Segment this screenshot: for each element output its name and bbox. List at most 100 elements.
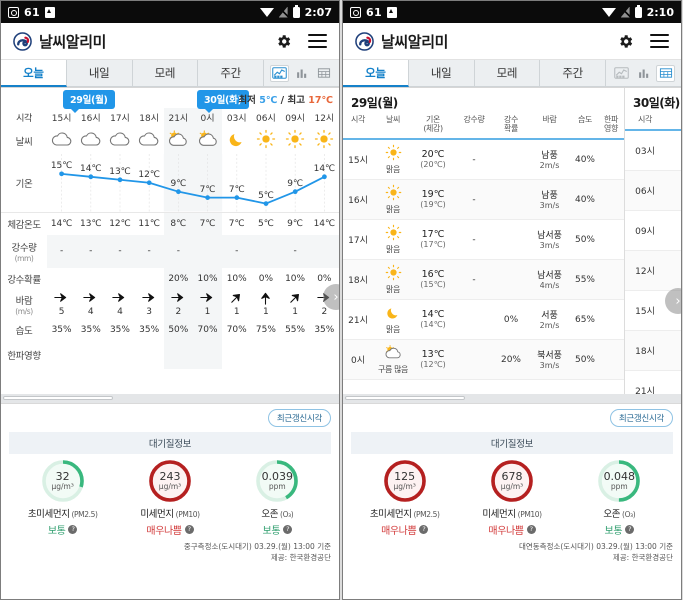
hour-cell: 0시 bbox=[192, 108, 223, 127]
tab-weekly[interactable]: 주간 bbox=[198, 60, 264, 87]
refresh-time-button[interactable]: 최근갱신시각 bbox=[609, 408, 673, 427]
air-quality-item[interactable]: 0.048 ppm 오존 (O₃) 보통 ? bbox=[566, 458, 673, 537]
weather-icon-cell bbox=[192, 127, 223, 154]
cell-time: 17시 bbox=[348, 236, 368, 247]
air-quality-code: (O₃) bbox=[620, 509, 636, 519]
table-side-row[interactable]: 03시 구름 많음 bbox=[625, 131, 681, 172]
air-quality-unit: µg/m³ bbox=[393, 481, 416, 491]
bar-view-icon[interactable] bbox=[634, 65, 653, 82]
table-side-row[interactable]: 15시 맑음 bbox=[625, 291, 681, 332]
table-side-row[interactable]: 06시 구름 많음 bbox=[625, 171, 681, 212]
wind-speed-value: 4 bbox=[117, 306, 123, 317]
header-temp: 기온 (체감) bbox=[413, 115, 453, 133]
status-bar-right-group: 2:07 bbox=[259, 4, 332, 19]
chevron-right-icon[interactable]: › bbox=[665, 288, 681, 314]
tab-weekly[interactable]: 주간 bbox=[540, 60, 606, 87]
feels-cell: 8℃ bbox=[163, 211, 193, 235]
temp-value: 17℃ bbox=[421, 229, 445, 241]
hour-cell: 15시 bbox=[51, 114, 72, 124]
chart-view-icon[interactable] bbox=[612, 65, 631, 82]
feels-cell: 5℃ bbox=[251, 211, 281, 235]
table-side-row[interactable]: 09시 흐림 bbox=[625, 211, 681, 252]
cell-humidity: 65% bbox=[574, 314, 595, 325]
table-row[interactable]: 18시 맑음 16℃ (15℃) - 남서풍 4m/s 55% bbox=[343, 260, 624, 301]
air-quality-code: (PM10) bbox=[173, 509, 200, 519]
horizontal-scrollbar-left[interactable] bbox=[1, 393, 339, 403]
hourly-table-view[interactable]: 29일(월) 시각 날씨 기온 (체감) 강수량 강수 확률 bbox=[343, 88, 681, 394]
table-side-row[interactable]: 12시 구름 많음 bbox=[625, 251, 681, 292]
hamburger-icon[interactable] bbox=[308, 34, 327, 48]
tab-tomorrow[interactable]: 내일 bbox=[408, 60, 475, 87]
wind-speed-value: 2 bbox=[175, 306, 182, 317]
header-pop-main: 강수 bbox=[504, 115, 518, 124]
app-title: 날씨알리미 bbox=[39, 32, 107, 51]
clear-night-icon bbox=[227, 134, 247, 152]
air-quality-item[interactable]: 125 µg/m³ 초미세먼지 (PM2.5) 매우나쁨 ? bbox=[351, 458, 458, 537]
help-icon[interactable]: ? bbox=[283, 524, 293, 534]
cell-side-time: 21시 bbox=[635, 387, 655, 394]
table-row[interactable]: 16시 맑음 19℃ (19℃) - 남풍 3m/s 40% bbox=[343, 180, 624, 221]
horizontal-scrollbar-right[interactable] bbox=[343, 393, 681, 403]
table-view-icon[interactable] bbox=[314, 65, 333, 82]
chart-view-icon[interactable] bbox=[270, 64, 289, 82]
table-view-icon[interactable] bbox=[656, 64, 675, 82]
gear-icon[interactable] bbox=[275, 33, 292, 50]
cell-wind: 북서풍 3m/s bbox=[527, 348, 572, 371]
help-icon[interactable]: ? bbox=[68, 524, 78, 534]
air-quality-item[interactable]: 32 µg/m³ 초미세먼지 (PM2.5) 보통 ? bbox=[9, 458, 116, 537]
header-wind: 바람 bbox=[542, 115, 557, 124]
air-quality-item[interactable]: 243 µg/m³ 미세먼지 (PM10) 매우나쁨 ? bbox=[116, 458, 223, 537]
status-bar-left-group: 61 bbox=[8, 6, 55, 19]
tab-today[interactable]: 오늘 bbox=[343, 60, 409, 87]
chevron-right-icon[interactable]: › bbox=[323, 284, 339, 310]
help-icon[interactable]: ? bbox=[184, 524, 194, 534]
pop-cell: 20% bbox=[163, 267, 193, 290]
tab-today[interactable]: 오늘 bbox=[1, 60, 67, 87]
air-quality-grade-text: 보통 bbox=[604, 525, 623, 537]
tab-day-after[interactable]: 모레 bbox=[132, 60, 199, 87]
cell-wind: 남서풍 4m/s bbox=[527, 268, 572, 291]
refresh-time-button[interactable]: 최근갱신시각 bbox=[267, 408, 331, 427]
table-row[interactable]: 15시 맑음 20℃ (20℃) - 남풍 2m/s 40% bbox=[343, 140, 624, 181]
table-side-row[interactable]: 21시 맑음 bbox=[625, 371, 681, 393]
table-row[interactable]: 21시 맑음 14℃ (14℃) 0% 서풍 2m/s 65% bbox=[343, 300, 624, 341]
hour-cell: 03시 bbox=[226, 114, 247, 124]
air-quality-item[interactable]: 0.039 ppm 오존 (O₃) 보통 ? bbox=[224, 458, 331, 537]
air-quality-name: 오존 (O₃) bbox=[261, 508, 294, 520]
air-quality-name: 미세먼지 (PM10) bbox=[482, 508, 542, 520]
air-quality-unit: µg/m³ bbox=[51, 481, 74, 491]
help-icon[interactable]: ? bbox=[526, 524, 536, 534]
table-row[interactable]: 0시 구름 많음 13℃ (12℃) 20% 북서풍 3m/s 50% bbox=[343, 340, 624, 381]
app-icon bbox=[386, 6, 397, 18]
help-icon[interactable]: ? bbox=[419, 524, 429, 534]
header-weather: 날씨 bbox=[386, 115, 400, 124]
signal-icon bbox=[277, 5, 290, 19]
tab-tomorrow[interactable]: 내일 bbox=[66, 60, 133, 87]
air-quality-item[interactable]: 678 µg/m³ 미세먼지 (PM10) 매우나쁨 ? bbox=[458, 458, 565, 537]
temp-value-label: 12℃ bbox=[138, 170, 160, 180]
row-label-hour: 시각 bbox=[16, 114, 32, 124]
air-quality-grade-text: 매우나쁨 bbox=[381, 525, 417, 537]
temp-value-label: 14℃ bbox=[313, 164, 336, 174]
wind-dir-value: 남풍 bbox=[541, 191, 558, 202]
air-quality-gauge: 0.039 ppm bbox=[254, 458, 300, 504]
humidity-cell: 35% bbox=[109, 324, 130, 335]
hourly-chart-view[interactable]: 29일(월) 30일(화) 최저 5℃ / 최고 17℃ 시각 15시 16시 17시… bbox=[1, 88, 339, 394]
tab-day-after[interactable]: 모레 bbox=[474, 60, 541, 87]
table-row[interactable]: 17시 맑음 17℃ (17℃) - 남서풍 3m/s 50% bbox=[343, 220, 624, 261]
status-bar-clock: 2:10 bbox=[646, 5, 674, 19]
view-mode-icons-left bbox=[264, 60, 339, 87]
cell-side-weather: 구름 많음 bbox=[665, 175, 681, 206]
wind-cell: 2 bbox=[163, 289, 193, 319]
sunny-icon bbox=[314, 129, 334, 152]
cell-side-time: 09시 bbox=[635, 227, 655, 238]
help-icon[interactable]: ? bbox=[625, 524, 635, 534]
bar-view-icon[interactable] bbox=[292, 65, 311, 82]
hamburger-icon[interactable] bbox=[650, 34, 669, 48]
gear-icon[interactable] bbox=[617, 33, 634, 50]
table-side-body-rows: 03시 구름 많음 06시 구름 많음 09시 흐림 12시 bbox=[625, 131, 681, 394]
cell-weather: 맑음 bbox=[373, 144, 413, 175]
rain-cell: - bbox=[76, 234, 106, 268]
table-side-row[interactable]: 18시 맑음 bbox=[625, 331, 681, 372]
cell-weather: 맑음 bbox=[373, 304, 413, 335]
